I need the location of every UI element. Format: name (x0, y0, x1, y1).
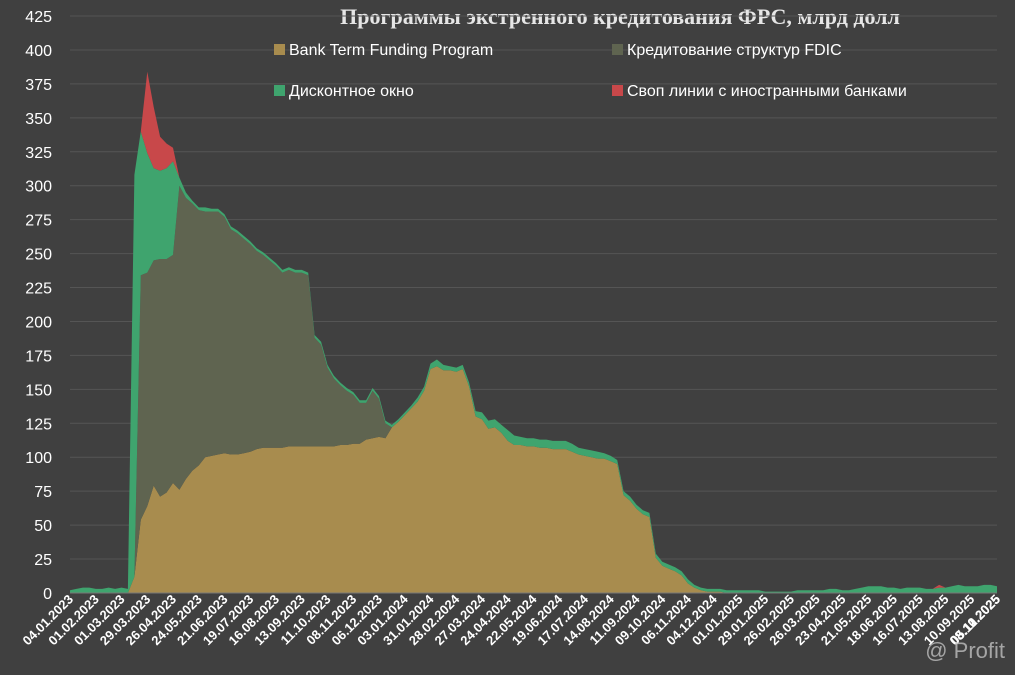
y-tick-label: 375 (25, 77, 52, 94)
area-btfp (70, 366, 997, 593)
legend-label: Дисконтное окно (289, 83, 414, 100)
legend-label: Своп линии с иностранными банками (627, 83, 907, 100)
y-tick-label: 100 (25, 450, 52, 467)
y-tick-label: 300 (25, 179, 52, 196)
y-tick-label: 0 (43, 586, 52, 603)
y-tick-label: 125 (25, 416, 52, 433)
y-tick-label: 150 (25, 382, 52, 399)
y-tick-label: 250 (25, 247, 52, 264)
legend-swatch (274, 85, 285, 96)
y-tick-label: 50 (34, 518, 52, 535)
area-discount-window (70, 131, 997, 593)
y-tick-label: 225 (25, 281, 52, 298)
y-tick-label: 425 (25, 9, 52, 26)
area-fdic (70, 185, 997, 593)
legend: Bank Term Funding Program Кредитование ст… (274, 42, 907, 100)
y-tick-label: 325 (25, 145, 52, 162)
legend-label: Bank Term Funding Program (289, 42, 493, 59)
legend-label: Кредитование структур FDIC (627, 42, 842, 59)
plot-area (70, 71, 997, 594)
y-tick-label: 75 (34, 484, 52, 501)
legend-swatch (612, 85, 623, 96)
legend-swatch (274, 44, 285, 55)
watermark: @ Profit (925, 638, 1005, 663)
y-tick-label: 400 (25, 43, 52, 60)
y-tick-label: 350 (25, 111, 52, 128)
y-tick-label: 200 (25, 314, 52, 331)
y-axis: 0 25 50 75 100 125 150 175 200 225 250 275 300 325 350… (25, 9, 52, 603)
legend-swatch (612, 44, 623, 55)
y-tick-label: 175 (25, 348, 52, 365)
y-tick-label: 275 (25, 213, 52, 230)
x-axis: 04.01.202301.02.202301.03.202329.03.2023… (19, 591, 1003, 648)
y-tick-label: 25 (34, 552, 52, 569)
